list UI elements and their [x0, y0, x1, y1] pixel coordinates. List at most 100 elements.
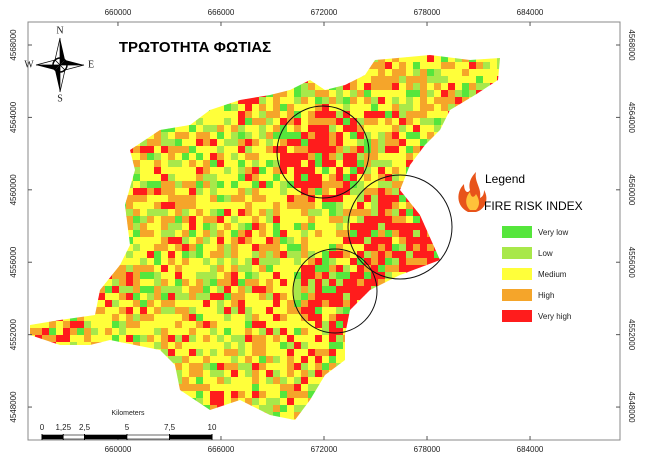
raster-cell — [196, 132, 204, 140]
raster-cell — [448, 90, 456, 98]
raster-cell — [119, 293, 127, 301]
raster-cell — [490, 69, 498, 77]
raster-cell — [98, 328, 106, 336]
raster-cell — [308, 342, 316, 350]
raster-cell — [182, 384, 190, 392]
raster-cell — [252, 125, 260, 133]
raster-cell — [294, 342, 302, 350]
raster-cell — [420, 76, 428, 84]
raster-cell — [287, 244, 295, 252]
raster-cell — [140, 314, 148, 322]
raster-cell — [336, 188, 344, 196]
raster-cell — [196, 118, 204, 126]
raster-cell — [203, 167, 211, 175]
raster-cell — [189, 251, 197, 259]
raster-cell — [280, 90, 288, 98]
raster-cell — [252, 174, 260, 182]
raster-cell — [280, 195, 288, 203]
raster-cell — [399, 237, 407, 245]
raster-cell — [189, 300, 197, 308]
raster-cell — [343, 83, 351, 91]
raster-cell — [231, 328, 239, 336]
raster-cell — [280, 321, 288, 329]
raster-cell — [350, 251, 358, 259]
raster-cell — [273, 377, 281, 385]
raster-cell — [245, 391, 253, 399]
raster-cell — [266, 216, 274, 224]
raster-cell — [364, 216, 372, 224]
raster-cell — [287, 125, 295, 133]
raster-cell — [294, 405, 302, 413]
raster-cell — [189, 146, 197, 154]
raster-cell — [322, 258, 330, 266]
raster-cell — [294, 139, 302, 147]
raster-cell — [336, 244, 344, 252]
raster-cell — [238, 167, 246, 175]
raster-cell — [168, 356, 176, 364]
raster-cell — [399, 258, 407, 266]
raster-cell — [399, 230, 407, 238]
raster-cell — [287, 167, 295, 175]
raster-cell — [308, 293, 316, 301]
raster-cell — [217, 230, 225, 238]
raster-cell — [147, 230, 155, 238]
raster-cell — [252, 258, 260, 266]
hotspot-circles — [276, 105, 453, 334]
raster-cell — [210, 251, 218, 259]
raster-cell — [252, 328, 260, 336]
raster-cell — [203, 181, 211, 189]
raster-cell — [399, 174, 407, 182]
raster-cell — [364, 69, 372, 77]
raster-cell — [322, 202, 330, 210]
raster-cell — [259, 405, 267, 413]
raster-cell — [266, 237, 274, 245]
raster-cell — [252, 139, 260, 147]
raster-cell — [329, 335, 337, 343]
raster-cell — [308, 167, 316, 175]
raster-cell — [280, 132, 288, 140]
raster-cell — [245, 286, 253, 294]
raster-cell — [350, 195, 358, 203]
raster-cell — [98, 307, 106, 315]
raster-cell — [161, 160, 169, 168]
raster-cell — [343, 104, 351, 112]
raster-cell — [280, 251, 288, 259]
raster-cell — [476, 76, 484, 84]
raster-cell — [168, 223, 176, 231]
raster-cell — [189, 223, 197, 231]
raster-cell — [378, 209, 386, 217]
raster-cell — [280, 160, 288, 168]
raster-cell — [413, 146, 421, 154]
raster-cell — [364, 279, 372, 287]
raster-cell — [217, 307, 225, 315]
raster-cell — [434, 69, 442, 77]
raster-cell — [210, 230, 218, 238]
raster-cell — [273, 398, 281, 406]
raster-cell — [182, 286, 190, 294]
raster-cell — [203, 223, 211, 231]
raster-cell — [175, 160, 183, 168]
raster-cell — [224, 230, 232, 238]
raster-cell — [259, 153, 267, 161]
raster-cell — [490, 55, 498, 63]
raster-cell — [336, 216, 344, 224]
raster-cell — [266, 167, 274, 175]
raster-cell — [315, 216, 323, 224]
raster-cell — [301, 230, 309, 238]
raster-cell — [161, 174, 169, 182]
raster-cell — [154, 272, 162, 280]
raster-cell — [343, 181, 351, 189]
raster-cell — [140, 328, 148, 336]
raster-cell — [210, 195, 218, 203]
raster-cell — [336, 349, 344, 357]
raster-cell — [483, 69, 491, 77]
raster-cell — [427, 90, 435, 98]
raster-cell — [252, 321, 260, 329]
raster-cell — [287, 370, 295, 378]
raster-cell — [203, 258, 211, 266]
raster-cell — [231, 321, 239, 329]
raster-cell — [112, 293, 120, 301]
raster-cell — [231, 209, 239, 217]
raster-cell — [217, 251, 225, 259]
raster-cell — [315, 307, 323, 315]
